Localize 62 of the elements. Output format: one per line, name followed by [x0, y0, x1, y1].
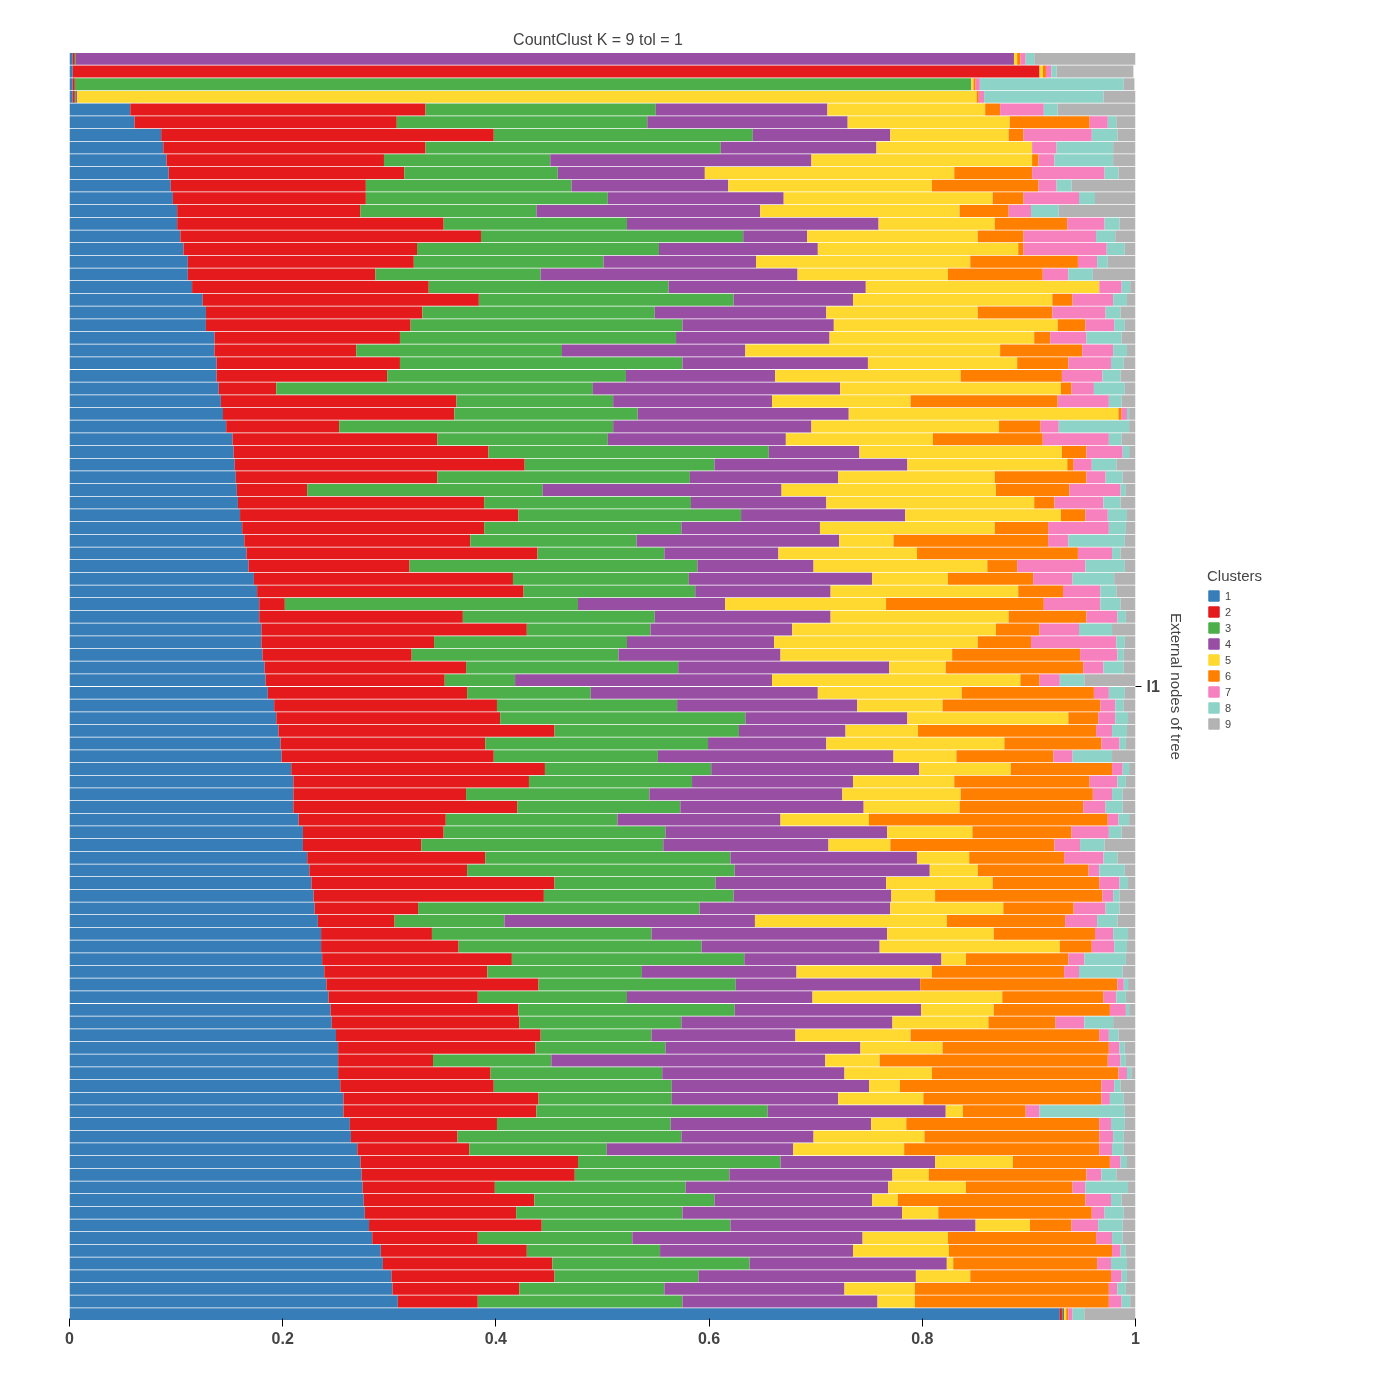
bar [1000, 103, 1044, 116]
legend-label: 2 [1225, 605, 1233, 618]
x-tick-label: 0 [65, 1329, 75, 1347]
x-tick-label: 0.2 [271, 1329, 294, 1347]
legend-label: 9 [1225, 717, 1233, 730]
y-axis-title: External nodes of tree [1167, 613, 1185, 760]
bar [1068, 1308, 1073, 1321]
bar [977, 306, 1053, 319]
legend-label: 3 [1225, 621, 1233, 634]
x-tick-label: 0.4 [484, 1329, 508, 1347]
bar [985, 103, 1001, 116]
legend-label: 4 [1225, 637, 1233, 650]
bar [1020, 52, 1026, 65]
bar [1099, 1029, 1109, 1042]
bar [1072, 1181, 1086, 1194]
bar [945, 1105, 963, 1118]
bar [1059, 674, 1085, 687]
bar [1056, 179, 1072, 192]
bar [1079, 623, 1113, 636]
bar [1112, 1244, 1121, 1257]
bar [1025, 52, 1035, 65]
legend-label: 8 [1225, 701, 1233, 714]
bar [75, 52, 1014, 65]
x-tick-label: 0.6 [697, 1329, 721, 1347]
bar [1055, 1016, 1085, 1029]
chart-title: CountClust K = 9 tol = 1 [513, 30, 684, 48]
bar [1072, 1308, 1085, 1321]
bar [1039, 674, 1060, 687]
legend-label: 1 [1225, 589, 1233, 602]
x-tick-label: 0.8 [911, 1329, 934, 1347]
legend-title: Clusters [1207, 567, 1263, 584]
bar [1072, 750, 1113, 763]
bar [1126, 1067, 1132, 1080]
bar [910, 395, 1058, 408]
bar [1025, 1105, 1040, 1118]
bar [1086, 1168, 1102, 1181]
x-tick-label: 1 [1131, 1329, 1141, 1347]
legend-label: 5 [1225, 653, 1233, 666]
legend-label: 6 [1225, 669, 1233, 682]
bar [902, 1206, 939, 1219]
bar [1042, 268, 1069, 281]
bar [1053, 750, 1073, 763]
bar [1052, 293, 1073, 306]
legend-label: 7 [1225, 685, 1233, 698]
bar [1118, 407, 1122, 420]
bar [1057, 319, 1086, 332]
bar [1013, 52, 1018, 65]
bar [1097, 1257, 1111, 1270]
bar [1060, 509, 1086, 522]
bar [976, 90, 979, 103]
bar [975, 1219, 1030, 1232]
bar [1121, 407, 1127, 420]
bar [1068, 268, 1093, 281]
bar [1032, 154, 1039, 167]
bar [935, 1156, 1013, 1168]
bar [1031, 205, 1059, 217]
bar [796, 965, 932, 978]
text: l1 [1146, 678, 1160, 695]
bar [1117, 978, 1124, 991]
bar [1079, 192, 1095, 205]
bar [1122, 445, 1130, 458]
bar [1125, 1003, 1130, 1016]
